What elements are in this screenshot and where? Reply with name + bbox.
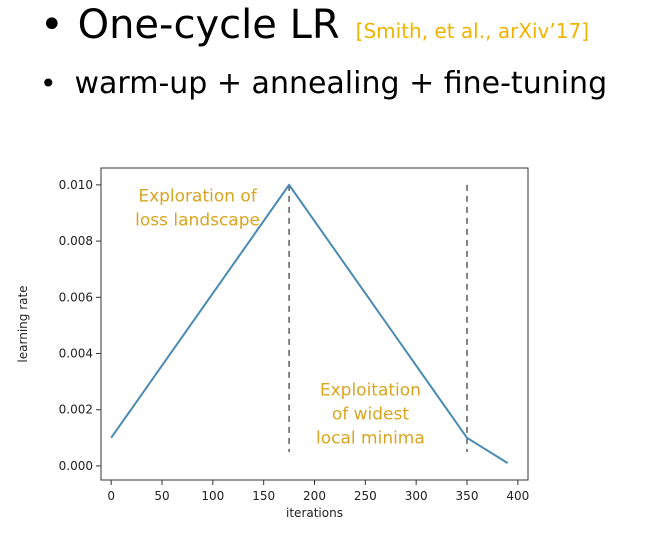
x-axis-label: iterations	[286, 506, 343, 520]
x-tick-label: 350	[456, 489, 479, 503]
y-tick-label: 0.000	[59, 459, 93, 473]
subtitle-bullet: •	[40, 67, 57, 100]
x-tick-label: 400	[506, 489, 529, 503]
y-tick-label: 0.006	[59, 290, 93, 304]
x-tick-label: 100	[201, 489, 224, 503]
y-tick-label: 0.002	[59, 403, 93, 417]
y-tick-label: 0.004	[59, 347, 93, 361]
annotation-text: loss landscape	[135, 211, 260, 231]
x-tick-label: 300	[405, 489, 428, 503]
annotation-text: Exploitation	[320, 381, 421, 401]
annotation-text: local minima	[316, 429, 425, 449]
x-tick-label: 150	[252, 489, 275, 503]
lr-schedule-line	[110, 183, 509, 464]
x-tick-label: 200	[303, 489, 326, 503]
citation: [Smith, et al., arXiv’17]	[355, 19, 589, 43]
y-tick-label: 0.008	[59, 234, 93, 248]
annotation-text: of widest	[332, 405, 410, 425]
y-axis-label: learning rate	[16, 285, 30, 362]
title-bullet: •	[40, 2, 64, 48]
title-line: • One-cycle LR [Smith, et al., arXiv’17]	[40, 2, 589, 48]
subtitle-line: • warm-up + annealing + fine-tuning	[40, 66, 607, 101]
x-tick-label: 50	[154, 489, 169, 503]
annotation-text: Exploration of	[138, 187, 257, 207]
slide-title: One-cycle LR	[77, 2, 340, 48]
x-tick-label: 0	[107, 489, 115, 503]
slide-subtitle: warm-up + annealing + fine-tuning	[74, 66, 608, 101]
y-tick-label: 0.010	[59, 178, 93, 192]
x-tick-label: 250	[354, 489, 377, 503]
